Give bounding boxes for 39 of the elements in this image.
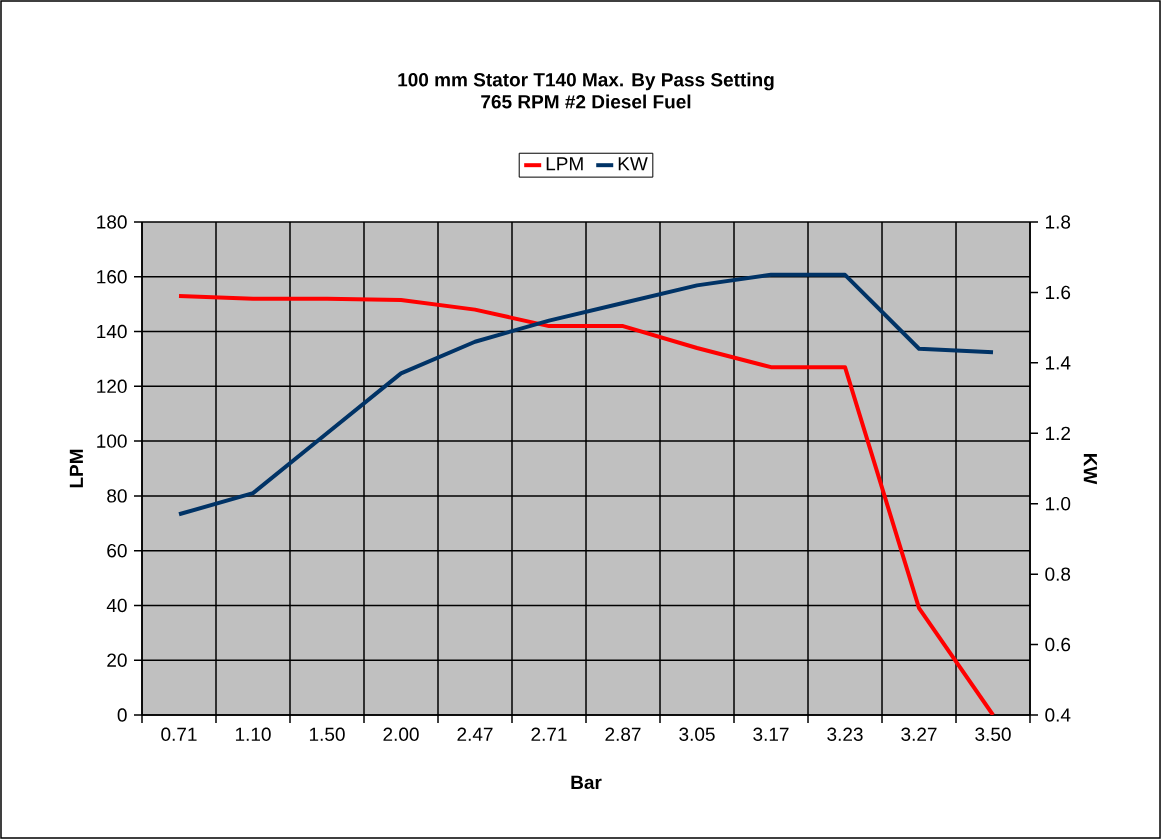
line-series [177,272,996,517]
line-series [177,293,996,715]
y2-axis-title: KW [1083,453,1097,485]
y2-tick-label: 0.4 [1045,708,1071,722]
x-tick-label: 2.87 [605,727,641,741]
x-tick-label: 3.23 [827,727,863,741]
y2-tick-label: 1.2 [1046,426,1070,440]
x-tick-label: 1.50 [309,727,345,741]
y-tick-label: 40 [106,598,127,613]
x-tick-label: 0.71 [161,727,197,741]
x-tick-label: 1.10 [235,727,271,741]
legend-label: LPM [546,157,583,171]
x-tick-label: 2.47 [457,727,493,741]
y-tick-label: 180 [97,215,127,229]
x-tick-label: 2.00 [383,727,419,741]
y2-tick-label: 1.0 [1046,496,1071,511]
y2-tick-label: 1.8 [1046,215,1071,229]
x-tick-label: 2.71 [531,727,567,741]
y-tick-label: 100 [97,434,127,448]
y-axis-title: LPM [69,449,83,488]
x-tick-label: 3.50 [975,727,1011,741]
y2-tick-label: 1.4 [1046,356,1071,370]
y2-tick-label: 1.6 [1046,285,1071,300]
x-tick-label: 3.17 [753,727,789,741]
chart-subtitle: 765 RPM #2 Diesel Fuel [481,94,691,109]
y-tick-label: 0 [117,708,127,722]
chart-title: 100 mm Stator T140 Max. By Pass Setting [398,72,774,91]
y-tick-label: 120 [97,379,127,394]
y-tick-label: 160 [97,270,127,284]
y2-tick-label: 0.8 [1045,567,1071,581]
y-tick-label: 80 [107,489,127,503]
y2-tick-label: 0.6 [1045,637,1071,652]
y-tick-label: 140 [97,324,127,339]
y-tick-label: 60 [107,543,127,558]
x-axis-title: Bar [571,775,602,790]
x-tick-label: 3.27 [901,727,937,741]
x-tick-label: 3.05 [679,727,715,741]
legend-label: KW [618,157,648,171]
y-tick-label: 20 [107,653,127,667]
